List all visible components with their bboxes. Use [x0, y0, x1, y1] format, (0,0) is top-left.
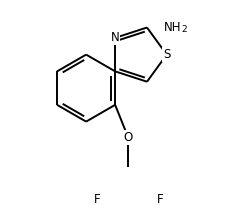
Text: F: F [93, 193, 100, 206]
Text: NH: NH [164, 21, 182, 34]
Text: O: O [124, 131, 133, 144]
Text: F: F [157, 193, 163, 206]
Text: S: S [163, 48, 170, 61]
Text: 2: 2 [182, 25, 187, 34]
Text: N: N [111, 31, 120, 44]
